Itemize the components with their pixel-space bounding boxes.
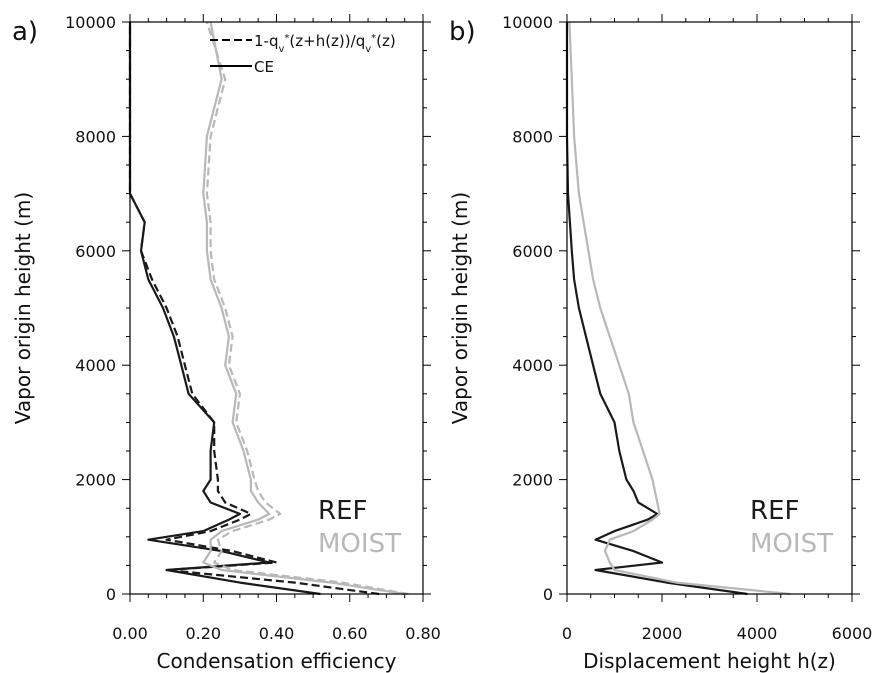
series-label: MOIST <box>318 529 401 559</box>
x-tick-label: 0.20 <box>185 624 221 643</box>
y-tick-label: 8000 <box>512 127 553 146</box>
data-line <box>205 21 409 596</box>
series-label: REF <box>318 496 367 526</box>
x-tick-label: 0.80 <box>405 624 441 643</box>
y-axis-title: Vapor origin height (m) <box>11 192 35 424</box>
x-tick-label: 6000 <box>832 624 873 643</box>
plot-frame <box>566 21 853 595</box>
x-tick-label: 0.00 <box>112 624 148 643</box>
data-line <box>568 21 791 596</box>
y-tick-label: 0 <box>543 585 553 604</box>
x-tick-label: 2000 <box>642 624 683 643</box>
legend-text: v <box>365 44 371 55</box>
legend-text: (z) <box>376 32 396 50</box>
x-tick-label: 4000 <box>737 624 778 643</box>
y-tick-label: 4000 <box>75 356 116 375</box>
y-tick-label: 8000 <box>75 127 116 146</box>
panel: 0 2000 4000 6000 8000 10000 0.00 0.20 0.40 0.60 0.… <box>11 13 441 673</box>
y-tick-label: 2000 <box>512 471 553 490</box>
legend-text: * <box>284 33 289 44</box>
x-tick-label: 0.60 <box>332 624 368 643</box>
y-tick-label: 6000 <box>75 242 116 261</box>
x-tick-label: 0.40 <box>259 624 295 643</box>
legend-text: (z+h(z))/q <box>289 32 365 50</box>
data-line <box>202 21 405 596</box>
y-tick-label: 0 <box>106 585 116 604</box>
y-tick-label: 2000 <box>75 471 116 490</box>
legend-text: * <box>371 33 376 44</box>
series-label: MOIST <box>750 529 833 559</box>
legend-text: 1-q <box>254 32 278 50</box>
legend-text: v <box>278 44 284 55</box>
x-axis-title: Displacement height h(z) <box>583 649 836 673</box>
panel-label: b) <box>449 17 476 47</box>
series-label: REF <box>750 496 799 526</box>
legend-text: CE <box>254 58 274 76</box>
y-tick-label: 10000 <box>65 13 116 32</box>
data-line <box>565 22 748 596</box>
plot-frame <box>129 21 424 595</box>
y-tick-label: 10000 <box>502 13 553 32</box>
legend-label: 1-qv*(z+h(z))/qv*(z) <box>254 32 396 55</box>
y-tick-label: 4000 <box>512 356 553 375</box>
y-tick-label: 6000 <box>512 242 553 261</box>
x-tick-label: 0 <box>562 624 572 643</box>
data-line <box>128 22 321 596</box>
panel-label: a) <box>12 17 38 47</box>
x-axis-title: Condensation efficiency <box>157 649 397 673</box>
panel: 0 2000 4000 6000 8000 10000 0 2000 4000 6000 b) Dis… <box>448 13 872 673</box>
y-axis-title: Vapor origin height (m) <box>448 192 472 424</box>
legend-label: CE <box>254 58 274 76</box>
